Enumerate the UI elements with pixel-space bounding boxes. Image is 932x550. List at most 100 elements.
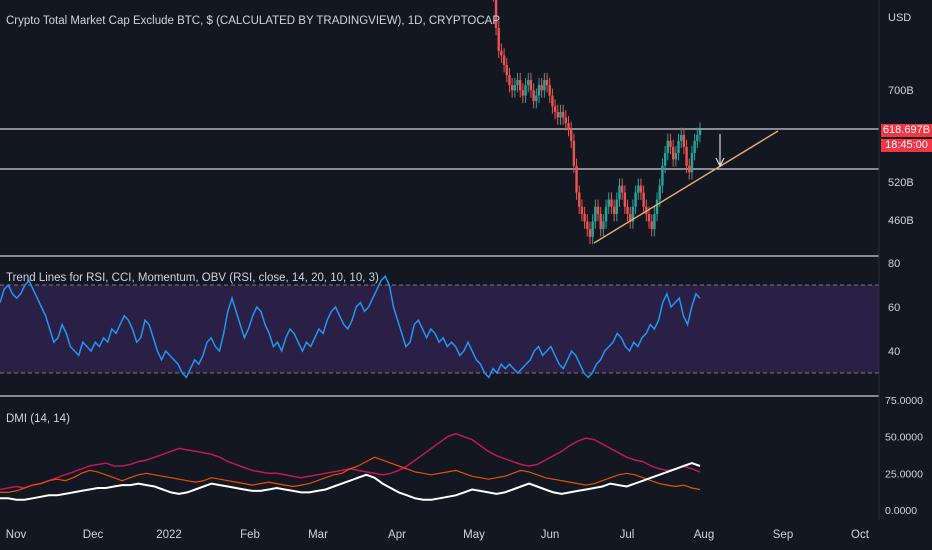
- candle-body: [494, 0, 498, 29]
- candle-body: [561, 111, 565, 118]
- candle-body: [682, 134, 686, 147]
- projection-arrow-head: [715, 157, 725, 168]
- time-axis-label: 2022: [156, 529, 182, 541]
- candle-body: [564, 117, 568, 124]
- candle-body: [677, 140, 680, 154]
- candle-body: [551, 95, 554, 107]
- rsi-axis-label: 80: [888, 258, 900, 270]
- rsi-axis-label: 40: [888, 346, 900, 358]
- candle-body: [661, 165, 664, 186]
- candle-body: [602, 221, 605, 230]
- candle-body: [596, 206, 600, 214]
- time-axis-label: Apr: [388, 529, 406, 541]
- candle-body: [521, 90, 525, 96]
- candle-body: [527, 80, 530, 86]
- adx-line: [0, 462, 701, 501]
- candle-body: [658, 185, 661, 200]
- candle-body: [631, 206, 635, 222]
- candle-body: [583, 213, 586, 222]
- candle-body: [653, 213, 656, 230]
- candle-body: [505, 65, 508, 75]
- currency-label: USD: [888, 12, 912, 24]
- candle-body: [647, 213, 651, 222]
- candle-body: [553, 106, 557, 112]
- candle-body: [508, 74, 511, 86]
- candle-body: [580, 206, 584, 214]
- dmi-axis-label: 50.0000: [885, 432, 923, 444]
- rsi-panel[interactable]: [0, 274, 879, 379]
- candle-body: [604, 206, 608, 222]
- candle-body: [666, 140, 669, 154]
- rsi-panel-title: Trend Lines for RSI, CCI, Momentum, OBV …: [6, 272, 379, 284]
- time-axis-label: Jun: [541, 529, 560, 541]
- candle-body: [637, 185, 640, 193]
- candle-body: [524, 85, 527, 96]
- candle-body: [642, 192, 645, 207]
- candle-body: [663, 153, 667, 166]
- candle-body: [516, 80, 519, 86]
- candle-body: [669, 140, 672, 147]
- candle-body: [680, 134, 683, 141]
- candle-body: [618, 185, 621, 200]
- dmi-axis-label: 0.0000: [885, 505, 917, 517]
- candle-body: [548, 85, 551, 96]
- candle-body: [497, 28, 500, 51]
- candle-body: [693, 140, 696, 154]
- candle-body: [510, 85, 514, 91]
- last-price-badge: 618.697B: [881, 124, 932, 137]
- price-axis-label: 700B: [888, 85, 914, 97]
- candle-body: [671, 146, 675, 160]
- candle-body: [696, 134, 699, 141]
- rsi-axis-label: 60: [888, 302, 900, 314]
- price-axis-label: 460B: [888, 215, 914, 227]
- candle-body: [612, 206, 616, 214]
- candle-body: [535, 95, 538, 101]
- candle-body: [610, 199, 613, 207]
- time-axis-label: May: [463, 529, 485, 541]
- candle-body: [629, 213, 632, 222]
- candle-body: [567, 123, 570, 129]
- candle-body: [615, 199, 619, 214]
- candle-body: [532, 90, 535, 101]
- candle-body: [513, 85, 517, 91]
- time-axis-label: Jul: [620, 529, 635, 541]
- price-axis-label: 520B: [888, 177, 914, 189]
- candle-body: [572, 140, 576, 166]
- candle-body: [588, 229, 592, 237]
- rsi-band: [0, 285, 879, 373]
- countdown-badge: 18:45:00: [881, 139, 932, 152]
- dmi-axis-label: 75.0000: [885, 395, 923, 407]
- time-axis-label: Feb: [240, 529, 260, 541]
- candle-body: [578, 192, 581, 207]
- candle-body: [559, 111, 562, 118]
- candle-body: [537, 85, 541, 96]
- candle-body: [500, 50, 503, 56]
- dmi-panel[interactable]: [0, 432, 701, 501]
- candle-body: [569, 129, 573, 141]
- candle-body: [685, 146, 688, 166]
- time-axis-label: Sep: [773, 529, 793, 541]
- candle-body: [540, 85, 543, 91]
- candle-body: [607, 199, 610, 207]
- candle-body: [586, 221, 589, 230]
- candle-body: [650, 221, 653, 230]
- candle-body: [634, 192, 637, 207]
- dmi-axis-label: 25.0000: [885, 468, 923, 480]
- candle-body: [623, 192, 627, 207]
- candle-body: [620, 185, 624, 193]
- candle-body: [674, 153, 678, 160]
- candle-body: [698, 129, 702, 135]
- candle-body: [575, 165, 578, 193]
- candle-body: [556, 111, 559, 118]
- candle-body: [519, 80, 522, 91]
- price-panel[interactable]: [0, 0, 879, 245]
- candle-body: [502, 55, 506, 66]
- candle-body: [545, 80, 549, 86]
- candle-body: [543, 80, 546, 91]
- time-axis-label: Aug: [694, 529, 714, 541]
- candle-body: [690, 153, 694, 173]
- candle-body: [688, 165, 691, 173]
- time-axis-label: Nov: [6, 529, 27, 541]
- candle-body: [626, 206, 629, 214]
